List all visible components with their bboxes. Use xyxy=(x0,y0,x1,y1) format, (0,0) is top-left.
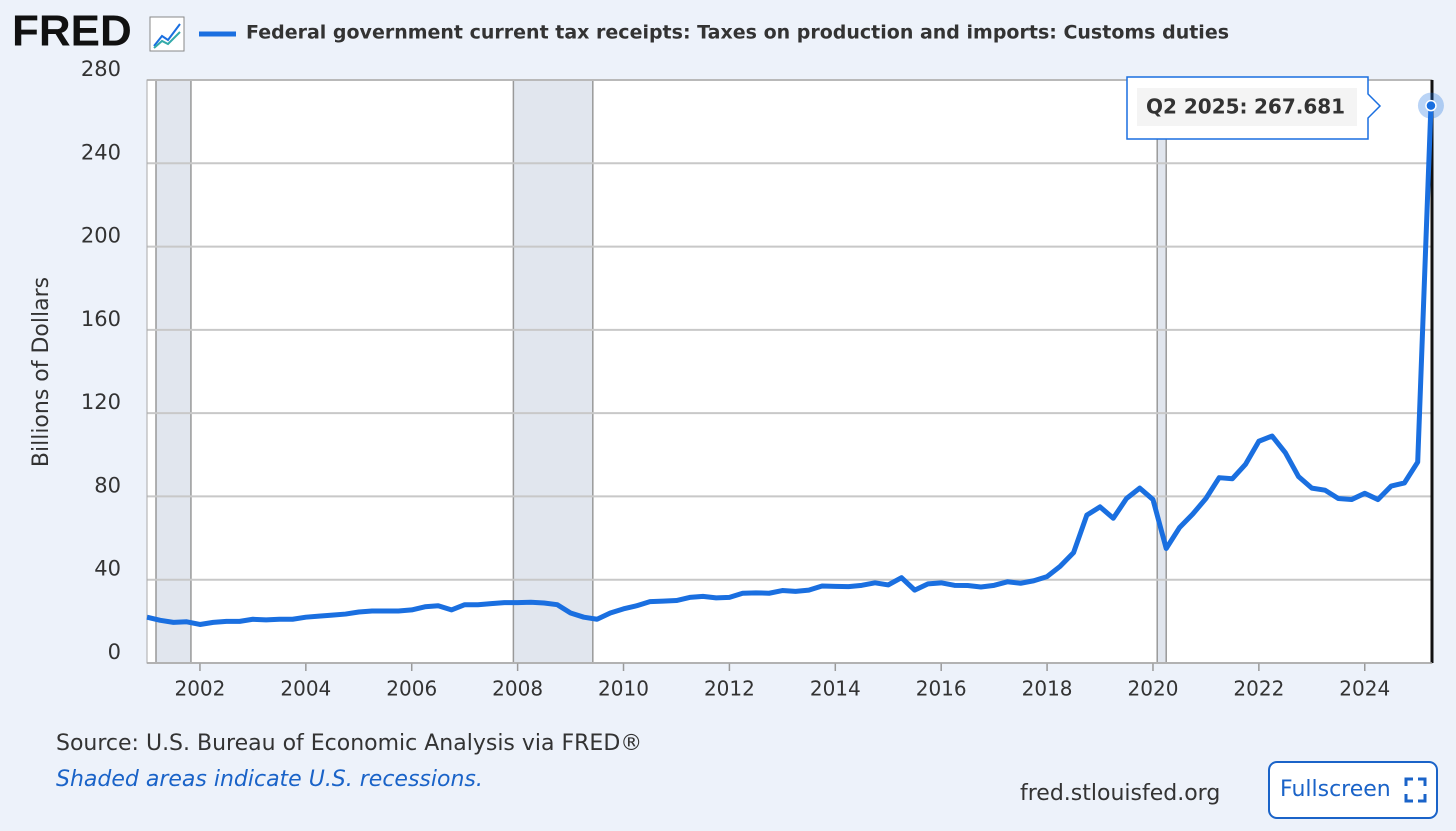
tooltip-label: Q2 2025: xyxy=(1146,95,1248,119)
recession-shade xyxy=(156,80,191,663)
y-tick-label: 40 xyxy=(94,557,121,581)
logo: FRED xyxy=(12,7,132,56)
x-tick-label: 2002 xyxy=(174,677,225,701)
end-point xyxy=(1425,99,1437,112)
legend-label: Federal government current tax receipts:… xyxy=(246,22,1229,44)
x-tick-label: 2024 xyxy=(1339,677,1390,701)
series-line xyxy=(146,105,1434,627)
site-url[interactable]: fred.stlouisfed.org xyxy=(1020,781,1220,806)
x-tick-label: 2010 xyxy=(598,677,649,701)
plot-area xyxy=(147,80,1432,663)
x-tick-label: 2012 xyxy=(704,677,755,701)
tooltip-inner xyxy=(1137,88,1357,126)
x-tick-label: 2020 xyxy=(1128,677,1179,701)
x-tick-label: 2006 xyxy=(386,677,437,701)
recession-shade xyxy=(1157,80,1167,663)
y-tick-label: 0 xyxy=(108,640,121,664)
x-tick-label: 2022 xyxy=(1233,677,1284,701)
y-tick-label: 80 xyxy=(94,473,121,497)
plot: 0 40 80 120 160 200 240 280 2002 2004 2006 2008 2010… xyxy=(81,57,1444,701)
fullscreen-button[interactable]: Fullscreen xyxy=(1268,761,1438,819)
x-tick-label: 2016 xyxy=(916,677,967,701)
x-tick-label: 2008 xyxy=(492,677,543,701)
tooltip: Q2 2025: 267.681 xyxy=(1126,76,1382,140)
y-tick-label: 120 xyxy=(81,390,121,414)
tooltip-value: 267.681 xyxy=(1254,95,1345,119)
y-tick-label: 280 xyxy=(81,57,121,81)
x-tick-label: 2018 xyxy=(1022,677,1073,701)
y-axis-label: Billions of Dollars xyxy=(29,277,54,467)
logo-icon xyxy=(149,16,185,52)
button-label[interactable]: Fullscreen xyxy=(1280,777,1391,802)
y-tick-label: 160 xyxy=(81,307,121,331)
x-tick-label: 2014 xyxy=(810,677,861,701)
x-tick-label: 2004 xyxy=(280,677,331,701)
recession-shade xyxy=(513,80,593,663)
recession-note: Shaded areas indicate U.S. recessions. xyxy=(56,767,483,792)
source: Source: U.S. Bureau of Economic Analysis… xyxy=(56,731,642,756)
y-tick-label: 240 xyxy=(81,140,121,164)
y-tick-label: 200 xyxy=(81,224,121,248)
